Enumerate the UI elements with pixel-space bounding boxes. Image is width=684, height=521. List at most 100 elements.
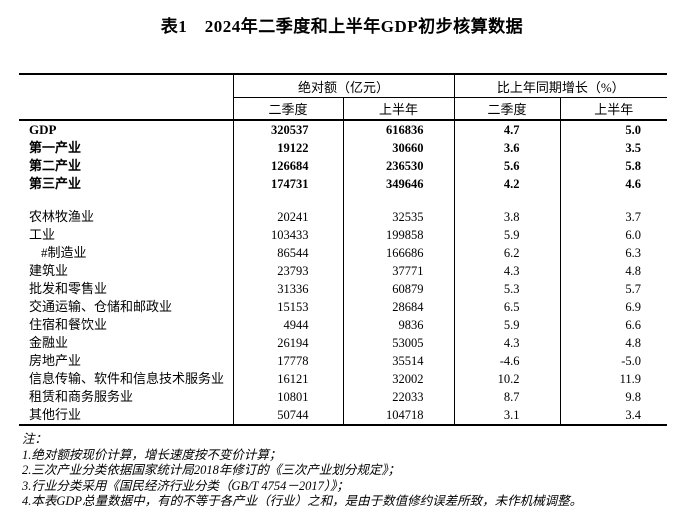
cell-abs-q2: 10801 xyxy=(232,388,343,406)
cell-growth-q2: -4.6 xyxy=(453,352,561,370)
row-label: #制造业 xyxy=(41,245,87,260)
cell-abs-q2: 26194 xyxy=(232,334,343,352)
cell-growth-h1: -5.0 xyxy=(559,352,668,370)
cell-growth-q2: 5.6 xyxy=(453,157,561,175)
table-row: 信息传输、软件和信息技术服务业 16121 32002 10.2 11.9 xyxy=(19,370,668,388)
cell-growth-h1: 6.0 xyxy=(559,226,668,244)
cell-growth-h1: 6.9 xyxy=(559,298,668,316)
cell-abs-h1: 104718 xyxy=(342,406,455,425)
cell-growth-q2 xyxy=(453,193,561,208)
cell-abs-h1: 9836 xyxy=(342,316,455,334)
cell-abs-q2: 20241 xyxy=(232,208,343,226)
cell-abs-h1: 199858 xyxy=(342,226,455,244)
table-row: 建筑业 23793 37771 4.3 4.8 xyxy=(19,262,668,280)
cell-abs-q2: 50744 xyxy=(232,406,343,425)
note-line: 2.三次产业分类依据国家统计局2018年修订的《三次产业划分规定》； xyxy=(22,463,401,477)
row-label: GDP xyxy=(29,122,57,137)
cell-growth-q2: 6.5 xyxy=(453,298,561,316)
cell-abs-q2: 19122 xyxy=(232,139,343,157)
table-row: 房地产业 17778 35514 -4.6 -5.0 xyxy=(19,352,668,370)
table-row: 第一产业 19122 30660 3.6 3.5 xyxy=(19,139,668,157)
cell-abs-h1: 35514 xyxy=(342,352,455,370)
cell-growth-h1: 6.3 xyxy=(559,244,668,262)
cell-growth-q2: 5.9 xyxy=(453,226,561,244)
cell-growth-q2: 3.6 xyxy=(453,139,561,157)
cell-growth-h1: 4.6 xyxy=(559,175,668,193)
cell-growth-h1: 9.8 xyxy=(559,388,668,406)
row-label: 批发和零售业 xyxy=(29,281,108,296)
cell-growth-q2: 10.2 xyxy=(453,370,561,388)
cell-abs-h1: 53005 xyxy=(342,334,455,352)
cell-growth-h1: 3.5 xyxy=(559,139,668,157)
cell-abs-q2: 16121 xyxy=(232,370,343,388)
header-abs-h1: 上半年 xyxy=(342,97,455,121)
cell-abs-h1: 28684 xyxy=(342,298,455,316)
cell-growth-h1: 5.8 xyxy=(559,157,668,175)
cell-growth-h1: 5.7 xyxy=(559,280,668,298)
cell-growth-q2: 4.2 xyxy=(453,175,561,193)
row-label: 其他行业 xyxy=(29,407,82,422)
cell-abs-q2: 103433 xyxy=(232,226,343,244)
table-row: 金融业 26194 53005 4.3 4.8 xyxy=(19,334,668,352)
table-row: 第三产业 174731 349646 4.2 4.6 xyxy=(19,175,668,193)
cell-abs-h1: 349646 xyxy=(342,175,455,193)
table-row: 农林牧渔业 20241 32535 3.8 3.7 xyxy=(19,208,668,226)
cell-abs-q2: 320537 xyxy=(232,120,343,139)
table-body: GDP 320537 616836 4.7 5.0 第一产业 19122 30660 3.6 3.… xyxy=(19,120,668,425)
cell-growth-h1: 3.7 xyxy=(559,208,668,226)
cell-growth-h1: 6.6 xyxy=(559,316,668,334)
table-row: 工业 103433 199858 5.9 6.0 xyxy=(19,226,668,244)
cell-growth-h1: 4.8 xyxy=(559,262,668,280)
cell-abs-h1: 32535 xyxy=(342,208,455,226)
cell-abs-h1: 37771 xyxy=(342,262,455,280)
table-row: 第二产业 126684 236530 5.6 5.8 xyxy=(19,157,668,175)
row-label xyxy=(19,193,233,208)
cell-abs-q2: 23793 xyxy=(232,262,343,280)
cell-growth-h1 xyxy=(559,193,668,208)
cell-growth-q2: 3.1 xyxy=(453,406,561,425)
cell-abs-h1: 616836 xyxy=(342,120,455,139)
cell-abs-q2: 174731 xyxy=(232,175,343,193)
cell-growth-q2: 5.3 xyxy=(453,280,561,298)
cell-abs-q2: 15153 xyxy=(232,298,343,316)
row-label: 金融业 xyxy=(29,335,69,350)
header-growth-q2: 二季度 xyxy=(453,97,561,121)
header-absolute-group: 绝对额（亿元） xyxy=(232,74,455,98)
cell-growth-q2: 8.7 xyxy=(453,388,561,406)
cell-growth-q2: 4.3 xyxy=(453,334,561,352)
table-row: 租赁和商务服务业 10801 22033 8.7 9.8 xyxy=(19,388,668,406)
note-line: 3.行业分类采用《国民经济行业分类（GB/T 4754－2017）》； xyxy=(22,478,349,493)
table-notes: 注： 1.绝对额按现价计算，增长速度按不变价计算； 2.三次产业分类依据国家统计… xyxy=(22,432,672,510)
cell-abs-h1: 166686 xyxy=(342,244,455,262)
cell-abs-h1: 30660 xyxy=(342,139,455,157)
table-row: #制造业 86544 166686 6.2 6.3 xyxy=(19,244,668,262)
header-growth-h1: 上半年 xyxy=(559,97,668,121)
row-label: 工业 xyxy=(29,227,56,242)
cell-abs-h1 xyxy=(342,193,455,208)
row-label: 第一产业 xyxy=(29,140,82,155)
cell-growth-h1: 11.9 xyxy=(559,370,668,388)
header-group-row: 绝对额（亿元） 比上年同期增长（%） xyxy=(19,74,668,121)
cell-abs-h1: 32002 xyxy=(342,370,455,388)
cell-abs-q2: 4944 xyxy=(232,316,343,334)
cell-abs-q2: 31336 xyxy=(232,280,343,298)
header-abs-q2: 二季度 xyxy=(232,97,343,121)
row-label: 第二产业 xyxy=(29,158,82,173)
header-period-row: 二季度 上半年 二季度 上半年 xyxy=(19,97,668,121)
gdp-table: 绝对额（亿元） 比上年同期增长（%） 二季度 上半年 二季度 上半年 GDP 32… xyxy=(19,73,668,426)
row-label: 租赁和商务服务业 xyxy=(29,389,134,404)
row-label: 第三产业 xyxy=(29,176,82,191)
table-title: 表1 2024年二季度和上半年GDP初步核算数据 xyxy=(160,17,524,36)
table-row: 交通运输、仓储和邮政业 15153 28684 6.5 6.9 xyxy=(19,298,668,316)
row-label: 建筑业 xyxy=(29,263,69,278)
table-row: 住宿和餐饮业 4944 9836 5.9 6.6 xyxy=(19,316,668,334)
cell-growth-q2: 4.7 xyxy=(453,120,561,139)
cell-growth-h1: 5.0 xyxy=(559,120,668,139)
row-label: 信息传输、软件和信息技术服务业 xyxy=(29,371,225,386)
cell-growth-q2: 4.3 xyxy=(453,262,561,280)
cell-abs-h1: 236530 xyxy=(342,157,455,175)
table-row: 其他行业 50744 104718 3.1 3.4 xyxy=(19,406,668,425)
cell-growth-q2: 3.8 xyxy=(453,208,561,226)
spacer-row xyxy=(19,193,668,208)
